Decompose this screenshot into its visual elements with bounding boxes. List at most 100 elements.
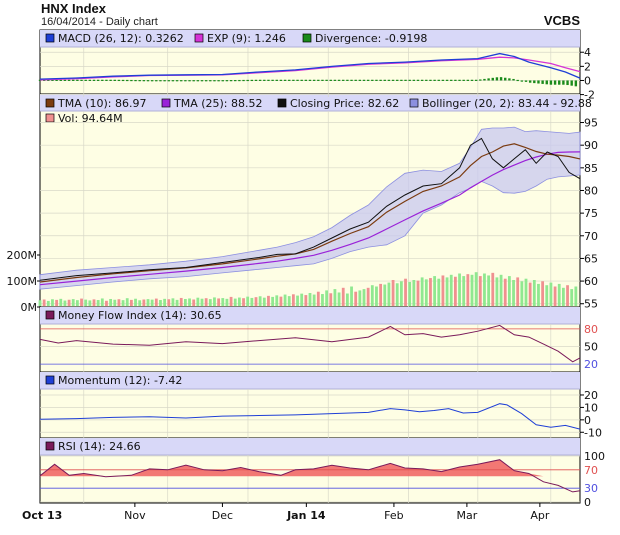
divergence-bar — [279, 79, 283, 81]
volume-bar — [296, 295, 299, 306]
volume-bar — [283, 294, 287, 306]
volume-bar — [341, 287, 345, 306]
divergence-bar — [217, 80, 220, 82]
volume-bar — [383, 284, 387, 306]
divergence-bar — [371, 79, 374, 81]
divergence-bar — [562, 80, 565, 85]
legend-label: MACD (26, 12): 0.3262 — [58, 32, 184, 45]
volume-bar — [291, 294, 295, 306]
volume-bar — [300, 293, 304, 306]
divergence-bar — [138, 80, 141, 82]
y-tick-label: 70 — [584, 230, 598, 243]
divergence-bar — [362, 79, 366, 81]
divergence-bar — [570, 80, 573, 86]
divergence-bar — [209, 80, 212, 82]
volume-bar — [159, 300, 162, 306]
volume-bar — [188, 298, 191, 306]
divergence-bar — [396, 79, 399, 81]
divergence-bar — [366, 79, 370, 81]
divergence-bar — [146, 80, 150, 82]
y-tick-label: 100 — [584, 450, 605, 463]
volume-bar — [532, 280, 536, 306]
divergence-bar — [545, 80, 548, 85]
series-line-rsi — [39, 459, 581, 493]
volume-bar — [267, 295, 270, 306]
volume-bar — [167, 299, 171, 306]
legend-label: Divergence: -0.9198 — [315, 32, 427, 45]
divergence-bar — [238, 79, 241, 82]
volume-bar — [96, 300, 100, 306]
y-tick-label: 95 — [584, 117, 598, 130]
divergence-bar — [72, 79, 75, 81]
volume-bar — [337, 292, 341, 306]
divergence-bar — [167, 80, 170, 82]
volume-bar — [379, 283, 383, 306]
volume-bar — [441, 275, 445, 306]
y-tick-label: 20 — [584, 358, 598, 371]
divergence-bar — [479, 79, 482, 81]
volume-bar — [163, 298, 167, 306]
volume-bar — [250, 297, 254, 306]
volume-bar — [75, 300, 79, 306]
divergence-bar — [105, 79, 108, 81]
divergence-bar — [221, 80, 224, 82]
volume-bar — [125, 298, 129, 306]
volume-bar — [59, 298, 63, 306]
divergence-bar — [76, 79, 79, 81]
volume-bar — [46, 300, 50, 306]
series-line — [39, 137, 581, 281]
volume-bar — [217, 298, 221, 306]
divergence-bar — [246, 79, 249, 82]
volume-bar — [370, 285, 374, 306]
series-line — [39, 143, 581, 283]
divergence-bar — [574, 80, 578, 87]
volume-bar — [557, 283, 561, 306]
divergence-bar — [462, 79, 465, 81]
volume-bar — [275, 295, 279, 306]
volume-bar — [254, 297, 258, 306]
divergence-bar — [524, 80, 528, 82]
volume-bar — [537, 283, 540, 306]
legend-swatch — [45, 441, 55, 451]
divergence-bar — [437, 79, 440, 81]
divergence-bar — [109, 79, 112, 81]
chart-title: HNX Index — [41, 1, 107, 16]
y-tick-label: 55 — [584, 298, 598, 311]
volume-bar — [192, 299, 196, 306]
volume-bar — [491, 272, 495, 306]
volume-bar — [242, 298, 245, 306]
divergence-bar — [387, 79, 391, 81]
divergence-bar — [180, 80, 183, 82]
legend-strip-rsi — [40, 438, 580, 455]
divergence-bar — [288, 79, 291, 81]
volume-bar — [362, 289, 366, 306]
volume-bar — [271, 296, 275, 306]
volume-bar — [470, 274, 474, 306]
divergence-bar — [533, 80, 536, 84]
volume-bar — [113, 299, 117, 306]
volume-bar — [345, 293, 349, 306]
volume-bar — [329, 293, 333, 306]
divergence-bar — [296, 79, 299, 81]
volume-bar — [399, 281, 403, 306]
volume-bar — [437, 278, 441, 306]
y-tick-label: 2 — [584, 60, 591, 73]
divergence-bar — [466, 79, 470, 81]
volume-bar — [375, 286, 378, 306]
volume-bar — [358, 290, 362, 306]
volume-bar — [221, 298, 225, 306]
divergence-bar — [229, 80, 233, 82]
volume-bar — [474, 272, 478, 306]
y-tick-label: 30 — [584, 482, 598, 495]
volume-bar — [512, 280, 515, 306]
divergence-bar — [450, 79, 453, 81]
y-tick-label: 80 — [584, 184, 598, 197]
y-tick-label: -2 — [584, 89, 595, 102]
divergence-bar — [508, 78, 511, 81]
volume-bar — [433, 276, 437, 306]
volume-bar — [333, 289, 337, 306]
divergence-bar — [254, 79, 258, 81]
volume-bar — [183, 298, 187, 306]
divergence-bar — [67, 79, 71, 81]
